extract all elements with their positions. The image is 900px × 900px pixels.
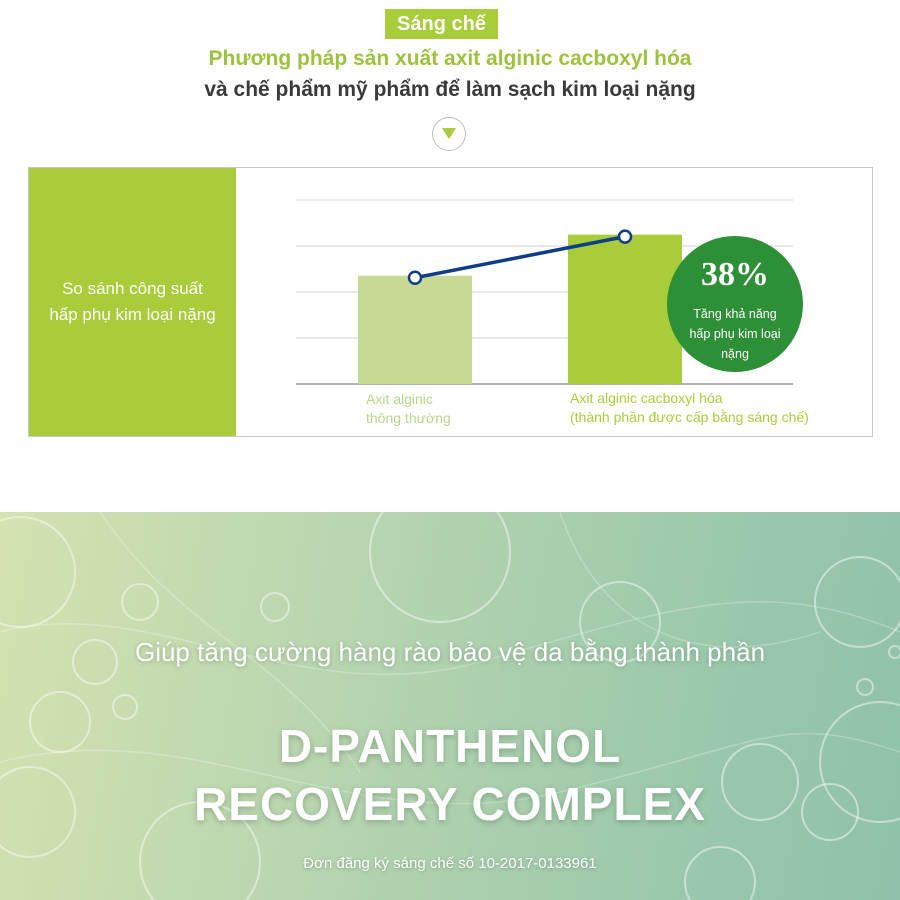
data-point [407,270,423,286]
banner: Giúp tăng cường hàng rào bảo vệ da bằng … [0,512,900,900]
scroll-down-button[interactable] [432,117,466,151]
bubbles-background-image [0,512,900,900]
data-point [617,229,633,244]
callout-text: Tăng khả năng hấp phụ kim loại nặng [689,307,781,361]
category-label: Axit alginic cacboxyl hóa (thành phần đư… [570,390,809,425]
banner-subtitle: Giúp tăng cường hàng rào bảo vệ da bằng … [134,637,766,667]
chart-title: So sánh công suất hấp phụ kim loại nặng [49,279,216,324]
series-line [414,234,626,280]
patent-badge: Sáng chế [385,9,498,39]
headline-line-2: và chế phẩm mỹ phẩm để làm sạch kim loại… [204,78,696,101]
bar-chart [296,199,793,385]
patent-application-note: Đơn đăng ký sáng chế số 10-2017-0133961 [303,855,597,872]
banner-title: D-PANTHENOL RECOVERY COMPLEX [194,720,706,830]
callout-circle: 38% Tăng khả năng hấp phụ kim loại nặng [667,236,803,372]
category-label: Axit alginic thông thường [366,391,451,426]
triangle-down-icon [442,128,456,139]
callout-value: 38% [701,256,769,293]
bar [358,275,472,384]
headline-line-1: Phương pháp sản xuất axit alginic cacbox… [208,47,692,70]
bar [568,234,682,384]
chart-side-panel: So sánh công suất hấp phụ kim loại nặng [29,168,236,436]
